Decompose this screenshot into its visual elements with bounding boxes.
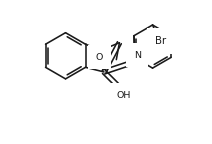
Text: OH: OH [117,91,131,100]
Text: O: O [96,53,103,62]
Text: Br: Br [155,36,167,46]
Text: N: N [134,51,141,59]
